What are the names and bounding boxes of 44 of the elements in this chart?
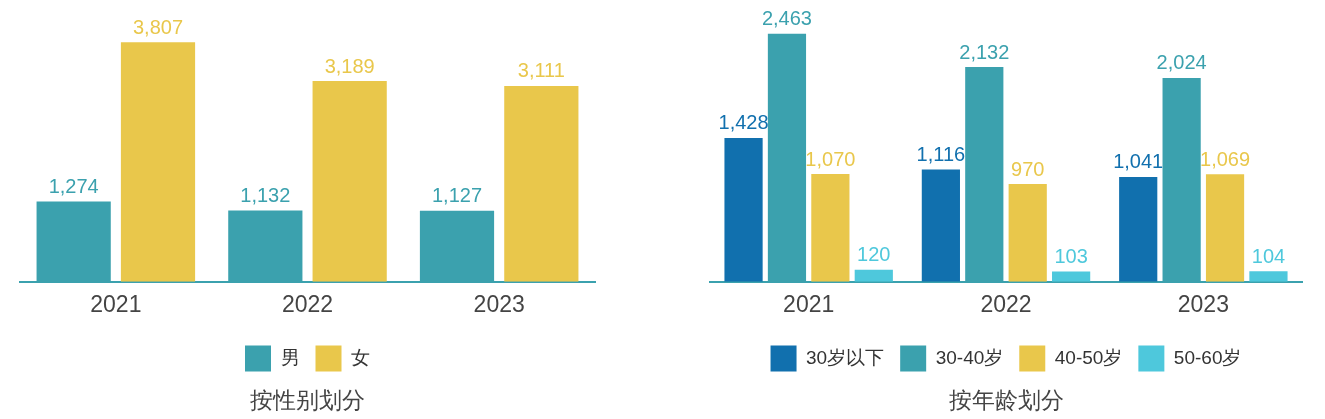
- x-tick-label: 2021: [783, 290, 835, 317]
- x-tick-label: 2022: [980, 290, 1032, 317]
- x-tick-label: 2023: [473, 290, 525, 317]
- legend-label: 50-60岁: [1173, 346, 1242, 368]
- data-label: 104: [1251, 244, 1286, 267]
- data-label: 1,274: [48, 175, 99, 198]
- legend-label: 30-40岁: [935, 346, 1004, 368]
- data-label: 2,132: [959, 40, 1010, 63]
- data-label: 3,189: [324, 54, 375, 77]
- data-label: 120: [857, 243, 891, 266]
- data-label: 1,428: [718, 111, 769, 134]
- bar: [1008, 184, 1047, 282]
- bar: [312, 81, 387, 282]
- data-label: 1,069: [1200, 147, 1251, 170]
- bar: [504, 85, 579, 282]
- data-label: 1,132: [240, 184, 291, 207]
- bar: [724, 137, 763, 282]
- bar: [921, 169, 960, 282]
- bar: [1205, 174, 1245, 282]
- bar: [1119, 176, 1158, 282]
- x-tick-label: 2023: [1177, 290, 1229, 317]
- data-label: 970: [1011, 157, 1045, 180]
- legend-label: 40-50岁: [1054, 346, 1123, 368]
- data-label: 1,041: [1113, 150, 1164, 173]
- data-label: 1,127: [431, 184, 483, 207]
- data-label: 2,024: [1156, 51, 1207, 74]
- data-label: 3,111: [517, 59, 565, 82]
- data-label: 2,463: [761, 7, 812, 30]
- legend-label: 30岁以下: [806, 346, 885, 368]
- legend-label: 女: [351, 346, 370, 368]
- legend-label: 男: [280, 346, 300, 368]
- bar: [854, 269, 893, 282]
- bar: [811, 174, 850, 282]
- data-label: 1,070: [805, 147, 856, 170]
- bar: [1052, 271, 1091, 282]
- bar: [1249, 271, 1288, 282]
- text: 按性别划分: [250, 386, 365, 413]
- x-tick-label: 2021: [90, 290, 142, 317]
- data-label: 103: [1054, 244, 1088, 267]
- bar: [120, 42, 196, 282]
- x-tick-label: 2022: [281, 290, 334, 317]
- data-label: 1,116: [916, 142, 966, 165]
- data-label: 3,807: [132, 15, 184, 38]
- text: 按年龄划分: [948, 386, 1064, 413]
